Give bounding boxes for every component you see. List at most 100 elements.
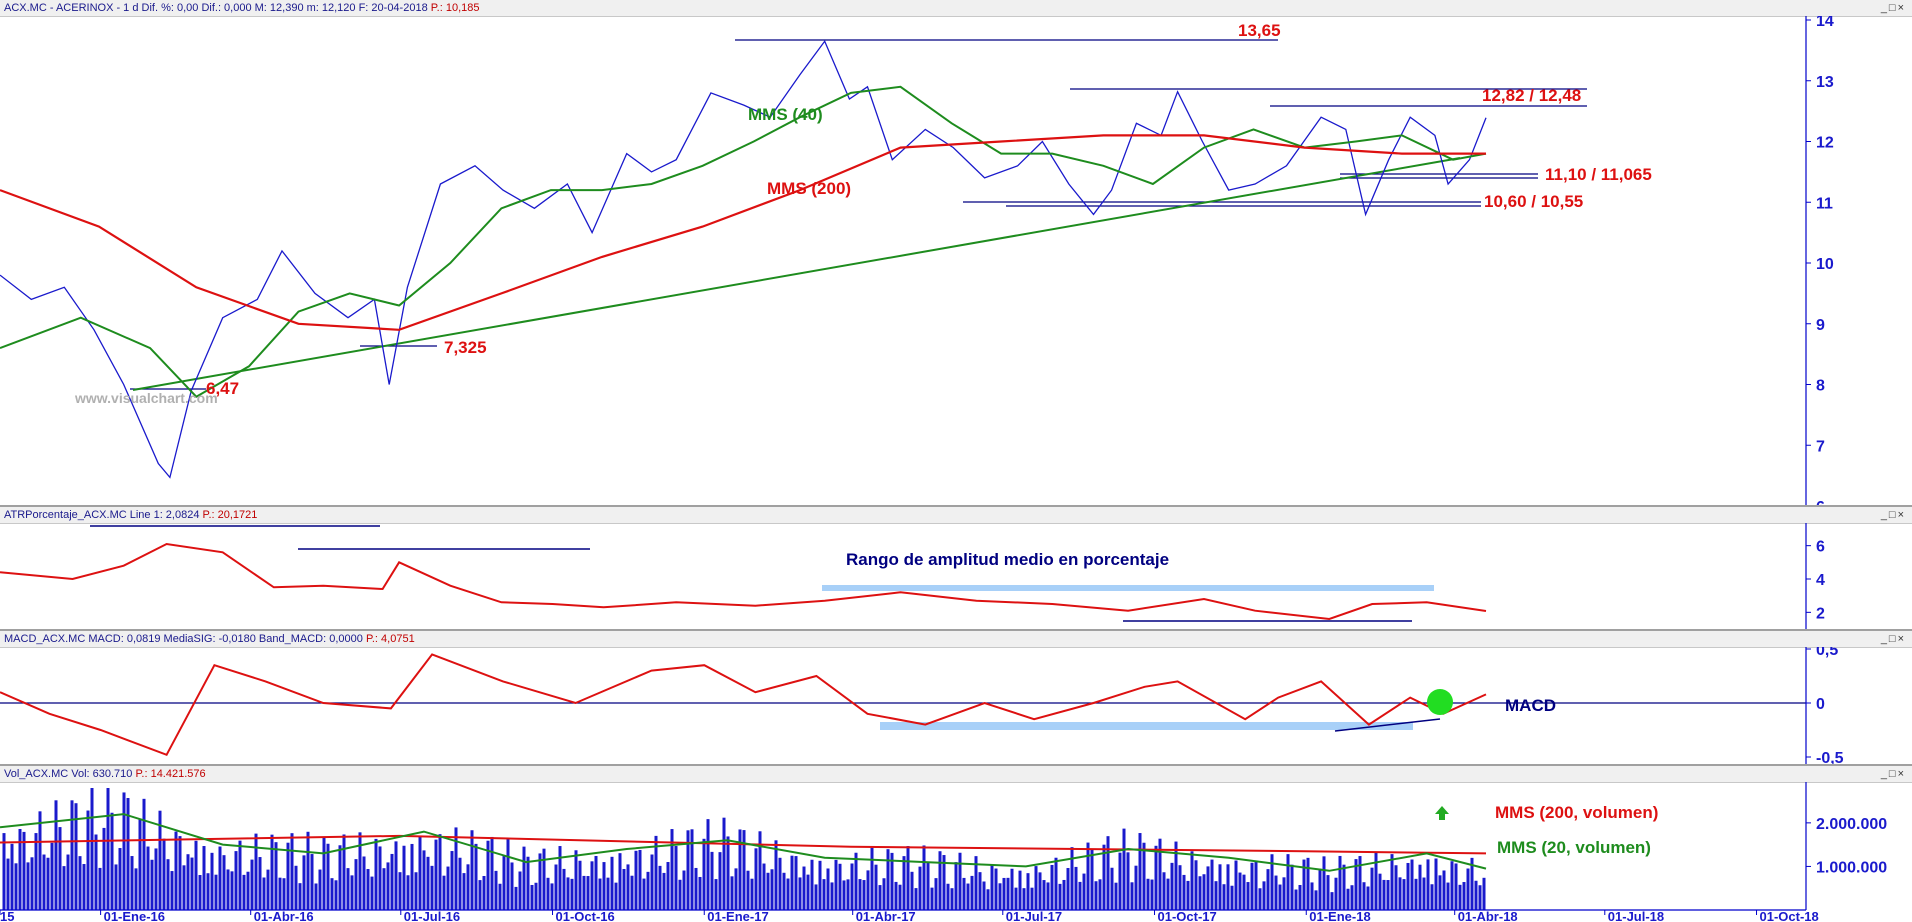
window-controls[interactable]: _□× [1880, 2, 1906, 14]
volume-bar [318, 869, 322, 910]
volume-bar [46, 857, 50, 910]
volume-bar [1222, 884, 1226, 910]
volume-bar [1402, 879, 1406, 910]
volume-bar [1310, 882, 1314, 910]
volume-bar [334, 880, 338, 910]
panel-separator[interactable] [0, 764, 1912, 766]
panel-separator[interactable] [0, 505, 1912, 507]
volume-bar [678, 879, 682, 910]
volume-bar [694, 867, 698, 910]
volume-bar [882, 878, 886, 910]
vol-label-mms200: MMS (200, volumen) [1495, 803, 1658, 822]
volume-bar [1358, 856, 1362, 910]
volume-bar [70, 800, 74, 910]
volume-bar [714, 879, 718, 910]
volume-bar [926, 862, 930, 910]
y-tick-label: 0 [1816, 696, 1825, 713]
volume-bar [226, 869, 230, 910]
volume-bar [610, 856, 614, 910]
volume-bar [838, 863, 842, 910]
volume-bar [1202, 874, 1206, 910]
volume-bar [1434, 858, 1438, 910]
x-tick-label: 01-Abr-18 [1458, 909, 1518, 922]
volume-bar [806, 874, 810, 910]
volume-bar [1278, 884, 1282, 910]
volume-bar [154, 848, 158, 910]
volume-bar [1238, 872, 1242, 910]
volume-bar [554, 864, 558, 910]
volume-bar [878, 885, 882, 910]
volume-bar [802, 866, 806, 910]
volume-bar [1218, 864, 1222, 910]
volume-bar [118, 848, 122, 910]
volume-bar [818, 860, 822, 910]
volume-bar [526, 856, 530, 910]
volume-bar [198, 875, 202, 910]
volume-bar [466, 864, 470, 910]
volume-bar [1006, 877, 1010, 910]
x-axis: 15 01-Ene-16 01-Abr-16 01-Jul-16 01-Oct-16 01… [0, 909, 1819, 922]
price-chart: 14 13 12 11 10 9 8 7 6 13,65 12,82 / 12,48 11,10… [0, 16, 1834, 506]
volume-bar [1122, 828, 1126, 910]
volume-bar [1010, 868, 1014, 910]
volume-bar [254, 833, 258, 910]
y-tick-label: 0,5 [1816, 647, 1838, 659]
volume-bar [734, 868, 738, 910]
volume-bar [406, 875, 410, 910]
volume-bar [534, 882, 538, 910]
volume-bar [290, 833, 294, 910]
window-controls[interactable]: _□× [1880, 633, 1906, 645]
volume-bar [206, 873, 210, 910]
volume-bar [482, 875, 486, 910]
volume-bar [974, 856, 978, 910]
volume-bar [770, 869, 774, 910]
panel-separator[interactable] [0, 629, 1912, 631]
volume-bar [386, 862, 390, 910]
macd-panel-header: MACD_ACX.MC MACD: 0,0819 MediaSIG: -0,01… [0, 631, 1912, 648]
volume-bar [1026, 873, 1030, 910]
volume-bar [726, 836, 730, 910]
volume-bar [706, 819, 710, 910]
volume-bar [1030, 887, 1034, 910]
volume-bar [866, 870, 870, 910]
volume-bar [222, 855, 226, 910]
volume-bar [330, 878, 334, 910]
volume-bar [722, 817, 726, 910]
window-controls[interactable]: _□× [1880, 768, 1906, 780]
volume-bar [562, 868, 566, 910]
volume-bar [122, 792, 126, 910]
volume-bar [186, 854, 190, 910]
volume-bar [34, 833, 38, 910]
volume-bar [870, 847, 874, 910]
volume-bar [1046, 882, 1050, 910]
volume-bar [942, 855, 946, 910]
volume-bar [1262, 881, 1266, 910]
volume-bar [506, 838, 510, 910]
volume-bar [886, 849, 890, 910]
volume-bar [238, 840, 242, 910]
volume-bar [1106, 836, 1110, 910]
volume-bar [582, 875, 586, 910]
volume-bar [42, 854, 46, 910]
volume-bar [1214, 881, 1218, 910]
y-tick-label: 9 [1816, 317, 1825, 334]
y-tick-label: 12 [1816, 135, 1834, 152]
volume-bar [1094, 881, 1098, 910]
volume-bar [54, 800, 58, 910]
volume-bar [370, 876, 374, 910]
volume-bar [130, 856, 134, 910]
volume-bar [1366, 886, 1370, 910]
volume-bar [1462, 882, 1466, 910]
volume-bar [190, 857, 194, 910]
volume-bar [1318, 868, 1322, 910]
volume-bar [906, 846, 910, 910]
x-tick-label: 01-Abr-17 [856, 909, 916, 922]
price-series [0, 40, 1487, 479]
vol-mms20-series [0, 813, 1487, 872]
x-tick-label: 01-Jul-18 [1608, 909, 1664, 922]
volume-bar [1438, 875, 1442, 910]
volume-bar [1286, 854, 1290, 910]
volume-bar [30, 857, 34, 910]
window-controls[interactable]: _□× [1880, 509, 1906, 521]
volume-bar [1142, 842, 1146, 910]
